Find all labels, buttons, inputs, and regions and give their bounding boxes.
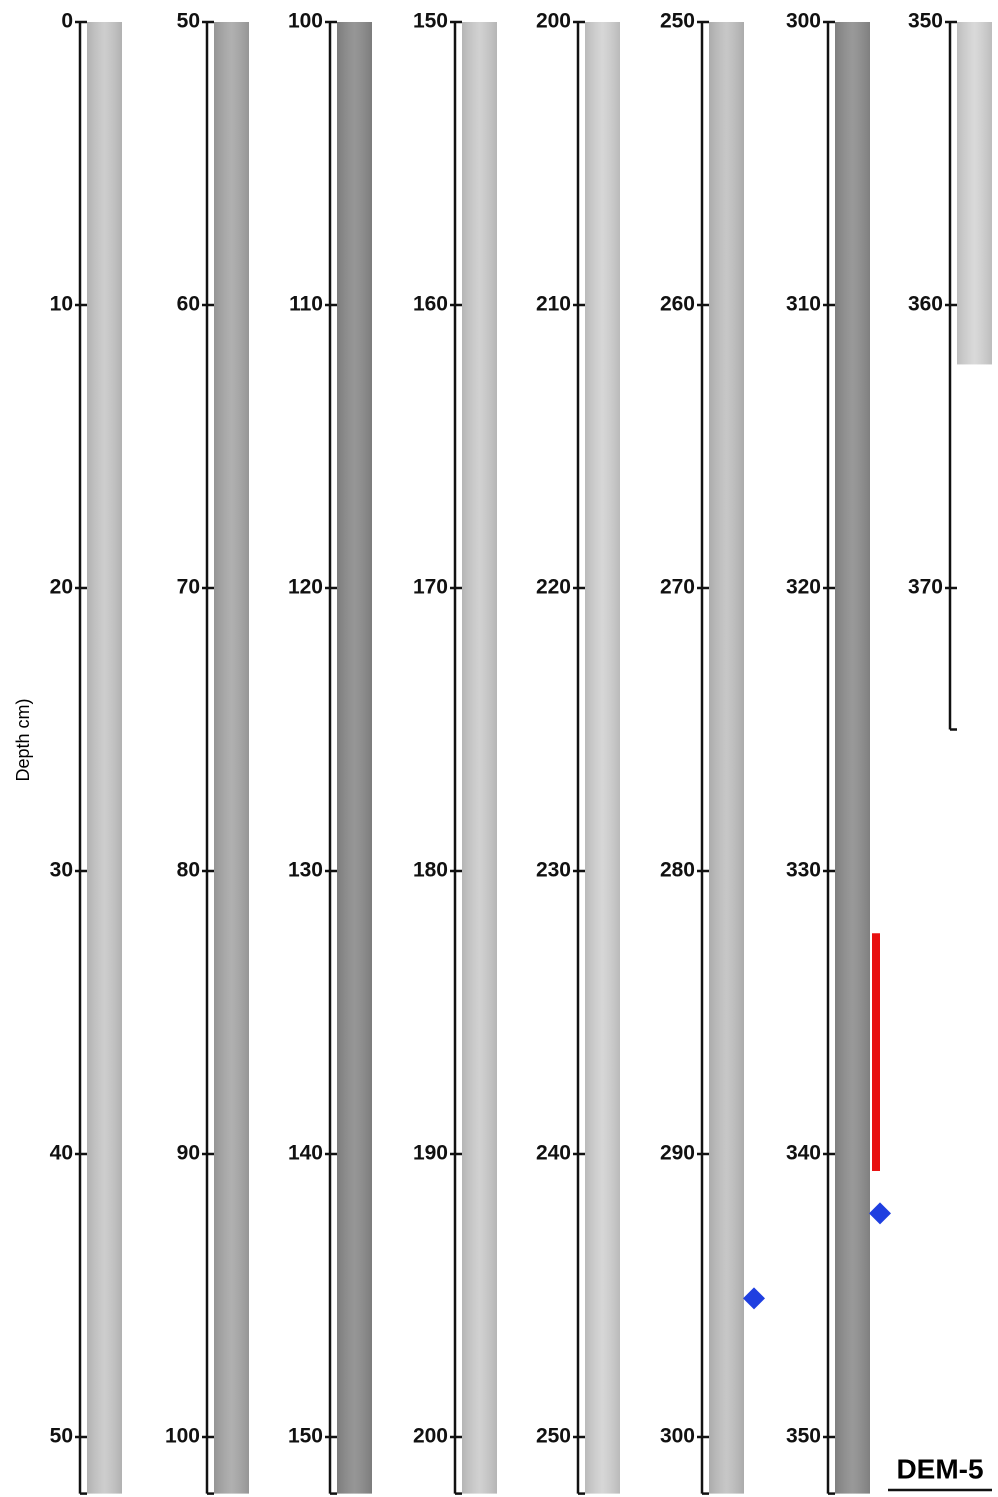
y-tick-label: 370 (908, 576, 943, 599)
y-tick-label: 120 (288, 576, 323, 599)
core-shade (337, 22, 372, 1494)
y-tick-label: 320 (786, 576, 821, 599)
y-tick-label: 160 (413, 293, 448, 316)
y-tick-label: 100 (165, 1425, 200, 1448)
y-tick-label: 250 (536, 1425, 571, 1448)
y-tick-label: 110 (289, 293, 323, 316)
y-tick-label: 210 (536, 293, 571, 316)
y-tick-label: 190 (413, 1142, 448, 1165)
y-tick-label: 20 (50, 576, 73, 599)
y-tick-label: 90 (177, 1142, 200, 1165)
core-shade (214, 22, 249, 1494)
y-tick-label: 150 (288, 1425, 323, 1448)
y-tick-label: 60 (177, 293, 200, 316)
y-tick-label: 40 (50, 1142, 73, 1165)
y-tick-label: 180 (413, 859, 448, 882)
y-axis-label: Depth cm) (13, 698, 33, 781)
y-tick-label: 0 (61, 10, 73, 33)
y-tick-label: 300 (786, 10, 821, 33)
y-tick-label: 260 (660, 293, 695, 316)
core-shade (87, 22, 122, 1494)
y-tick-label: 240 (536, 1142, 571, 1165)
y-tick-label: 70 (177, 576, 200, 599)
y-tick-label: 270 (660, 576, 695, 599)
y-tick-label: 80 (177, 859, 200, 882)
core-shade (835, 22, 870, 1494)
y-tick-label: 200 (413, 1425, 448, 1448)
y-tick-label: 350 (786, 1425, 821, 1448)
core-shade (585, 22, 620, 1494)
y-tick-label: 290 (660, 1142, 695, 1165)
y-tick-label: 170 (413, 576, 448, 599)
core-shade (957, 22, 992, 365)
y-tick-label: 350 (908, 10, 943, 33)
y-tick-label: 50 (50, 1425, 73, 1448)
y-tick-label: 130 (288, 859, 323, 882)
y-tick-label: 50 (177, 10, 200, 33)
y-tick-label: 310 (786, 293, 821, 316)
sample-marker (869, 1202, 891, 1225)
y-tick-label: 30 (50, 859, 73, 882)
y-tick-label: 100 (288, 10, 323, 33)
y-tick-label: 300 (660, 1425, 695, 1448)
y-tick-label: 140 (288, 1142, 323, 1165)
y-tick-label: 230 (536, 859, 571, 882)
interval-bar (872, 933, 880, 1171)
y-tick-label: 280 (660, 859, 695, 882)
y-tick-label: 360 (908, 293, 943, 316)
sample-marker (743, 1287, 765, 1310)
y-tick-label: 250 (660, 10, 695, 33)
core-name: DEM-5 (896, 1453, 983, 1484)
y-tick-label: 220 (536, 576, 571, 599)
y-tick-label: 200 (536, 10, 571, 33)
core-shade (709, 22, 744, 1494)
y-tick-label: 150 (413, 10, 448, 33)
y-tick-label: 330 (786, 859, 821, 882)
y-tick-label: 10 (50, 293, 73, 316)
core-shade (462, 22, 497, 1494)
y-tick-label: 340 (786, 1142, 821, 1165)
